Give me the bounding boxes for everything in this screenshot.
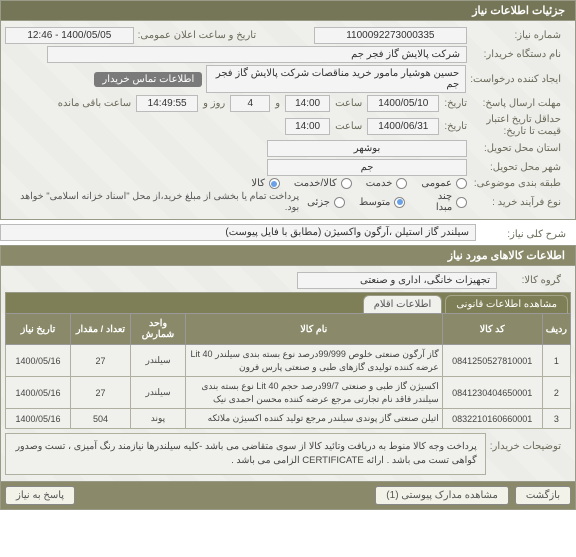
lbl-buyer: نام دستگاه خریدار:: [471, 49, 571, 60]
cell-idx: 3: [542, 409, 570, 429]
cell-date: 1400/05/16: [6, 345, 71, 377]
cell-unit: سیلندر: [131, 377, 186, 409]
val-creator: حسین هوشیار مامور خرید مناقصات شرکت پالا…: [206, 65, 466, 93]
lbl-tarikh2: تاریخ:: [444, 121, 467, 132]
radio-class-khedmat[interactable]: خدمت: [366, 178, 408, 189]
radio-label: جزئی: [307, 197, 330, 208]
lbl-buyer-note: توضیحات خریدار:: [490, 433, 571, 476]
lbl-validity: حداقل تاریخ اعتبار قیمت تا تاریخ:: [471, 114, 571, 138]
lbl-pubdate: تاریخ و ساعت اعلان عمومی:: [138, 30, 267, 41]
lbl-tarikh: تاریخ:: [444, 98, 467, 109]
cell-unit: پوند: [131, 409, 186, 429]
cell-name: گاز آرگون صنعتی خلوص 99/999درصد نوع بسته…: [186, 345, 443, 377]
table-row: 20841230404650001اکسیژن گاز طبی و صنعتی …: [6, 377, 571, 409]
lbl-class: طبقه بندی موضوعی:: [471, 178, 571, 189]
remain-time: 14:49:55: [136, 95, 198, 112]
val-group: تجهیزات خانگی، اداری و صنعتی: [297, 272, 497, 289]
radio-label: کالا/خدمت: [294, 178, 337, 189]
val-pubdate: 1400/05/05 - 12:46: [5, 27, 134, 44]
cell-date: 1400/05/16: [6, 409, 71, 429]
cell-code: 0841230404650001: [442, 377, 542, 409]
valid-date: 1400/06/31: [367, 118, 439, 135]
radio-label: عمومی: [421, 178, 452, 189]
lbl-desc: شرح کلی نیاز:: [476, 224, 576, 241]
lbl-deadline: مهلت ارسال پاسخ:: [471, 98, 571, 109]
lbl-time2: ساعت: [335, 121, 362, 132]
deadline-time: 14:00: [285, 95, 330, 112]
class-group: عمومی خدمت کالا/خدمت کالا: [251, 178, 467, 189]
cell-name: اکسیژن گاز طبی و صنعتی 99/7درصد حجم 40 L…: [186, 377, 443, 409]
cell-code: 0841250527810001: [442, 345, 542, 377]
col-unit: واحد شمارش: [131, 314, 186, 345]
col-date: تاریخ نیاز: [6, 314, 71, 345]
radio-label: متوسط: [359, 197, 390, 208]
btn-attach[interactable]: مشاهده مدارک پیوستی (1): [375, 486, 509, 505]
tab-strip: مشاهده اطلاعات قانونی اطلاعات اقلام: [5, 292, 571, 313]
val-buyer: شرکت پالایش گاز فجر جم: [47, 46, 467, 63]
val-need-no: 1100092273000335: [314, 27, 467, 44]
valid-time: 14:00: [285, 118, 330, 135]
cell-date: 1400/05/16: [6, 377, 71, 409]
cell-idx: 1: [542, 345, 570, 377]
pay-note: پرداخت تمام یا بخشی از مبلغ خرید،از محل …: [5, 191, 299, 213]
lbl-remain-sfx: ساعت باقی مانده: [58, 98, 131, 109]
items-table: ردیف کد کالا نام کالا واحد شمارش تعداد /…: [5, 313, 571, 429]
val-province: بوشهر: [267, 140, 467, 157]
radio-label: چند مبدا: [419, 191, 452, 213]
radio-proc-partial[interactable]: جزئی: [307, 197, 345, 208]
section3-panel: گروه کالا: تجهیزات خانگی، اداری و صنعتی …: [0, 266, 576, 482]
lbl-group: گروه کالا:: [501, 275, 571, 286]
radio-label: خدمت: [366, 178, 393, 189]
cell-idx: 2: [542, 377, 570, 409]
radio-class-kalakhedmat[interactable]: کالا/خدمت: [294, 178, 352, 189]
cell-name: اتیلن صنعتی گاز پوندی سیلندر مرجع تولید …: [186, 409, 443, 429]
lbl-creator: ایجاد کننده درخواست:: [470, 74, 571, 85]
radio-class-omoomi[interactable]: عمومی: [421, 178, 467, 189]
lbl-and: و: [275, 98, 280, 109]
val-desc: سیلندر گاز استیلن ،آرگون واکسیژن (مطابق …: [0, 224, 476, 241]
radio-proc-med[interactable]: متوسط: [359, 197, 405, 208]
lbl-city: شهر محل تحویل:: [471, 162, 571, 173]
radio-proc-multi[interactable]: چند مبدا: [419, 191, 467, 213]
table-row: 30832210160660001اتیلن صنعتی گاز پوندی س…: [6, 409, 571, 429]
col-name: نام کالا: [186, 314, 443, 345]
col-qty: تعداد / مقدار: [71, 314, 131, 345]
lbl-time1: ساعت: [335, 98, 362, 109]
tab-items[interactable]: اطلاعات اقلام: [363, 295, 443, 313]
cell-qty: 504: [71, 409, 131, 429]
section1-panel: شماره نیاز: 1100092273000335 تاریخ و ساع…: [0, 21, 576, 220]
section1-title: جزئیات اطلاعات نیاز: [0, 0, 576, 21]
lbl-need-no: شماره نیاز:: [471, 30, 571, 41]
radio-class-kala[interactable]: کالا: [251, 178, 280, 189]
cell-code: 0832210160660001: [442, 409, 542, 429]
section3-title: اطلاعات کالاهای مورد نیاز: [0, 245, 576, 266]
deadline-date: 1400/05/10: [367, 95, 439, 112]
cell-qty: 27: [71, 377, 131, 409]
cell-qty: 27: [71, 345, 131, 377]
proc-group: چند مبدا متوسط جزئی: [307, 191, 467, 213]
cell-unit: سیلندر: [131, 345, 186, 377]
tab-legal[interactable]: مشاهده اطلاعات قانونی: [445, 295, 568, 313]
lbl-province: استان محل تحویل:: [471, 143, 571, 154]
radio-label: کالا: [251, 178, 265, 189]
lbl-proc: نوع فرآیند خرید :: [471, 197, 571, 208]
table-row: 10841250527810001گاز آرگون صنعتی خلوص 99…: [6, 345, 571, 377]
btn-reply[interactable]: پاسخ به نیاز: [5, 486, 75, 505]
col-idx: ردیف: [542, 314, 570, 345]
remain-days: 4: [230, 95, 270, 112]
footer-bar: بازگشت مشاهده مدارک پیوستی (1) پاسخ به ن…: [0, 482, 576, 510]
contact-tag[interactable]: اطلاعات تماس خریدار: [94, 72, 202, 87]
lbl-remain-unit: روز و: [203, 98, 225, 109]
btn-return[interactable]: بازگشت: [515, 486, 571, 505]
buyer-note: پرداخت وجه کالا منوط به دریافت وتائید کا…: [5, 433, 486, 476]
val-city: جم: [267, 159, 467, 176]
col-code: کد کالا: [442, 314, 542, 345]
